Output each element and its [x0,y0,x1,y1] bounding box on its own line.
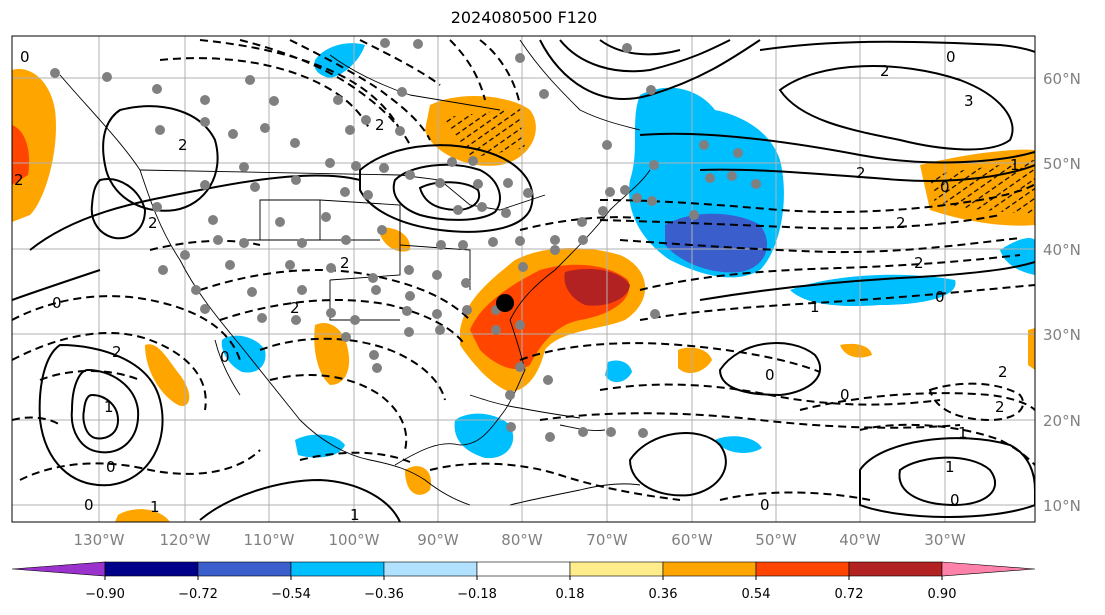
anomaly-patch [12,125,30,185]
anomaly-patch [840,343,872,358]
lon-label: 120°W [160,531,211,549]
anomaly-patch [1000,238,1035,275]
colorbar-segment [848,561,943,577]
anomaly-patch [295,434,345,458]
colorbar-tick-label: 0.18 [556,587,585,602]
latitude-axis: 60°N 50°N 40°N 30°N 20°N 10°N [1043,70,1081,515]
svg-text:2: 2 [290,299,300,317]
contour-lines [12,39,1035,522]
colorbar-tick-label: −0.90 [85,587,125,602]
colorbar-tick-label: −0.18 [457,587,497,602]
svg-text:2: 2 [998,363,1008,381]
contour-lines-dashed [12,39,1035,501]
colorbar-tick-label: −0.36 [364,587,404,602]
svg-text:2: 2 [112,343,122,361]
svg-text:1: 1 [350,506,360,524]
lon-label: 100°W [329,531,380,549]
chart-title: 2024080500 F120 [450,8,598,27]
svg-text:0: 0 [940,178,950,196]
anomaly-patch [665,213,768,273]
lon-label: 50°W [755,531,797,549]
svg-text:0: 0 [946,48,956,66]
svg-text:0: 0 [52,294,62,312]
svg-text:0: 0 [20,48,30,66]
colorbar-segment [197,561,292,577]
colorbar-tick-label: 0.54 [742,587,771,602]
anomaly-patch [115,509,170,522]
svg-text:2: 2 [914,254,924,272]
colorbar-tick-label: −0.54 [271,587,311,602]
colorbar-tick-label: −0.72 [178,587,218,602]
svg-text:0: 0 [760,496,770,514]
svg-text:2: 2 [995,398,1005,416]
colorbar-segment [476,561,571,577]
colorbar-segment [290,561,385,577]
svg-text:2: 2 [14,171,24,189]
colorbar-tick-label: 0.36 [649,587,678,602]
lon-label: 90°W [417,531,459,549]
anomaly-patch [715,436,762,453]
anomaly-patch [605,360,632,383]
colorbar-segment [755,561,850,577]
contour-value-labels: 2 2 1 0 0 2 3 2 2 0 1 0 1 1 2 2 2 0 0 0 … [14,48,1020,524]
colorbar-segment [104,561,199,577]
svg-text:2: 2 [178,136,188,154]
lon-label: 60°W [671,531,713,549]
svg-text:2: 2 [340,254,350,272]
svg-text:2: 2 [856,164,866,182]
colorbar-tick-label: 0.72 [835,587,864,602]
colorbar: −0.90 −0.72 −0.54 −0.36 −0.18 0.18 0.36 0.54 0.7… [11,561,1036,602]
target-location-marker [496,294,514,312]
lon-label: 70°W [586,531,628,549]
lat-label: 40°N [1043,241,1081,259]
colorbar-segment [662,561,757,577]
anomaly-patch [145,344,190,406]
anomaly-patch [12,69,56,223]
lon-label: 130°W [74,531,125,549]
colorbar-segment [569,561,664,577]
svg-text:2: 2 [375,116,385,134]
svg-text:1: 1 [104,398,114,416]
svg-text:0: 0 [935,288,945,306]
colorbar-segment [383,561,478,577]
lat-label: 20°N [1043,412,1081,430]
plot-frame [11,35,1036,523]
colorbar-segment [11,561,106,577]
anomaly-patch [678,347,712,374]
lat-lon-grid [12,36,1035,522]
anomaly-patch [564,268,630,306]
svg-text:1: 1 [958,424,968,442]
lat-label: 60°N [1043,70,1081,88]
lat-label: 10°N [1043,497,1081,515]
station-dots [50,38,761,442]
lon-label: 40°W [839,531,881,549]
svg-text:2: 2 [896,214,906,232]
svg-text:1: 1 [810,298,820,316]
svg-text:0: 0 [840,386,850,404]
colorbar-tick-label: 0.90 [928,587,957,602]
anomaly-patch [405,466,431,495]
svg-text:0: 0 [220,348,230,366]
svg-text:0: 0 [950,491,960,509]
lat-label: 30°N [1043,326,1081,344]
svg-text:2: 2 [880,62,890,80]
svg-text:1: 1 [945,458,955,476]
svg-text:3: 3 [964,92,974,110]
longitude-axis: 130°W 120°W 110°W 100°W 90°W 80°W 70°W 6… [74,531,966,549]
svg-text:0: 0 [765,366,775,384]
svg-text:1: 1 [150,498,160,516]
svg-text:0: 0 [106,458,116,476]
svg-text:1: 1 [1010,156,1020,174]
lon-label: 80°W [501,531,543,549]
lat-label: 50°N [1043,155,1081,173]
lon-label: 110°W [244,531,295,549]
svg-text:0: 0 [84,496,94,514]
svg-text:2: 2 [148,214,158,232]
lon-label: 30°W [924,531,966,549]
anomaly-patch [1028,328,1035,370]
colorbar-segment [941,561,1036,577]
